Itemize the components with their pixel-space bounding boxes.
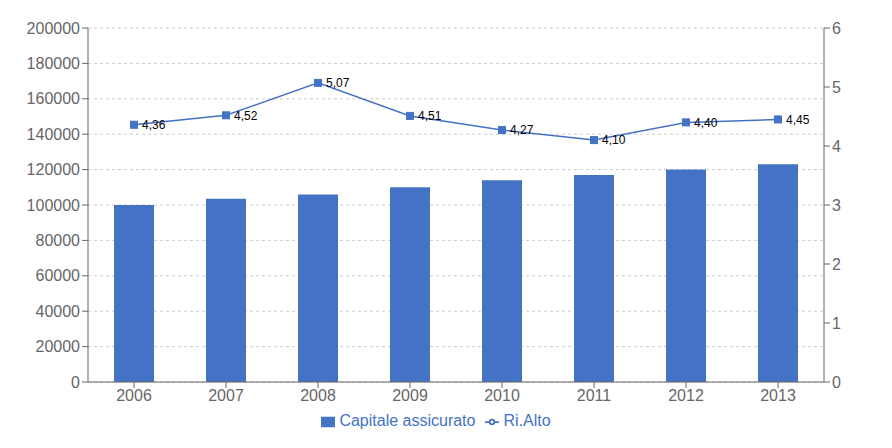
html-text:Capitale assicurato: Capitale assicurato	[339, 412, 476, 429]
svg-text:2: 2	[832, 256, 841, 273]
svg-text:2006: 2006	[116, 387, 152, 404]
svg-text:4,10: 4,10	[602, 133, 626, 147]
svg-text:2008: 2008	[300, 387, 336, 404]
svg-text:4: 4	[832, 138, 841, 155]
svg-text:4,27: 4,27	[510, 123, 534, 137]
svg-text:120000: 120000	[27, 161, 80, 178]
svg-text:80000: 80000	[36, 232, 81, 249]
svg-text:4,40: 4,40	[694, 116, 718, 130]
svg-text:20000: 20000	[36, 338, 81, 355]
svg-text:3: 3	[832, 197, 841, 214]
svg-text:1: 1	[832, 315, 841, 332]
svg-text:6: 6	[832, 20, 841, 37]
svg-text:2011: 2011	[577, 387, 612, 404]
svg-text:180000: 180000	[27, 55, 80, 72]
svg-text:2013: 2013	[760, 387, 796, 404]
svg-text:160000: 160000	[27, 90, 80, 107]
svg-text:200000: 200000	[27, 20, 80, 37]
svg-text:0: 0	[71, 374, 80, 391]
svg-text:2012: 2012	[668, 387, 704, 404]
svg-text:0: 0	[832, 374, 841, 391]
svg-text:4,36: 4,36	[142, 118, 166, 132]
svg-text:5: 5	[832, 79, 841, 96]
svg-text:140000: 140000	[27, 126, 80, 143]
svg-text:2009: 2009	[392, 387, 428, 404]
svg-text:2010: 2010	[484, 387, 520, 404]
svg-text:4,52: 4,52	[234, 109, 258, 123]
svg-text:4,45: 4,45	[786, 113, 810, 127]
svg-text:100000: 100000	[27, 197, 80, 214]
svg-text:2007: 2007	[208, 387, 244, 404]
svg-text:60000: 60000	[36, 267, 81, 284]
svg-text:40000: 40000	[36, 303, 81, 320]
svg-text:4,51: 4,51	[418, 109, 442, 123]
svg-text:5,07: 5,07	[326, 76, 350, 90]
html-text:Ri.Alto: Ri.Alto	[503, 412, 551, 429]
